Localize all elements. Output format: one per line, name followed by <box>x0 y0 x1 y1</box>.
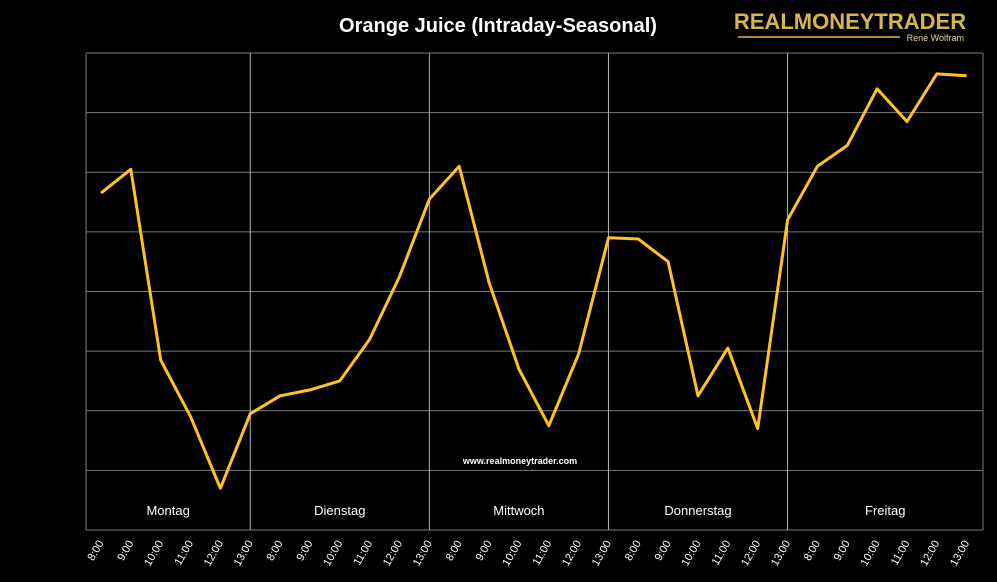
logo-name: REALMONEYTRADER <box>734 9 966 34</box>
logo-author: René Wolfram <box>907 33 964 43</box>
watermark: www.realmoneytrader.com <box>462 456 577 466</box>
day-labels: Montag Dienstag Mittwoch Donnerstag Freitag <box>146 503 905 518</box>
day-label: Donnerstag <box>664 503 731 518</box>
series-line <box>100 72 967 490</box>
grid <box>85 52 984 531</box>
chart-title: Orange Juice (Intraday-Seasonal) <box>339 15 657 37</box>
logo: REALMONEYTRADER René Wolfram <box>734 9 966 43</box>
day-label: Mittwoch <box>493 503 544 518</box>
day-label: Freitag <box>865 503 905 518</box>
day-label: Dienstag <box>314 503 365 518</box>
day-label: Montag <box>146 503 189 518</box>
